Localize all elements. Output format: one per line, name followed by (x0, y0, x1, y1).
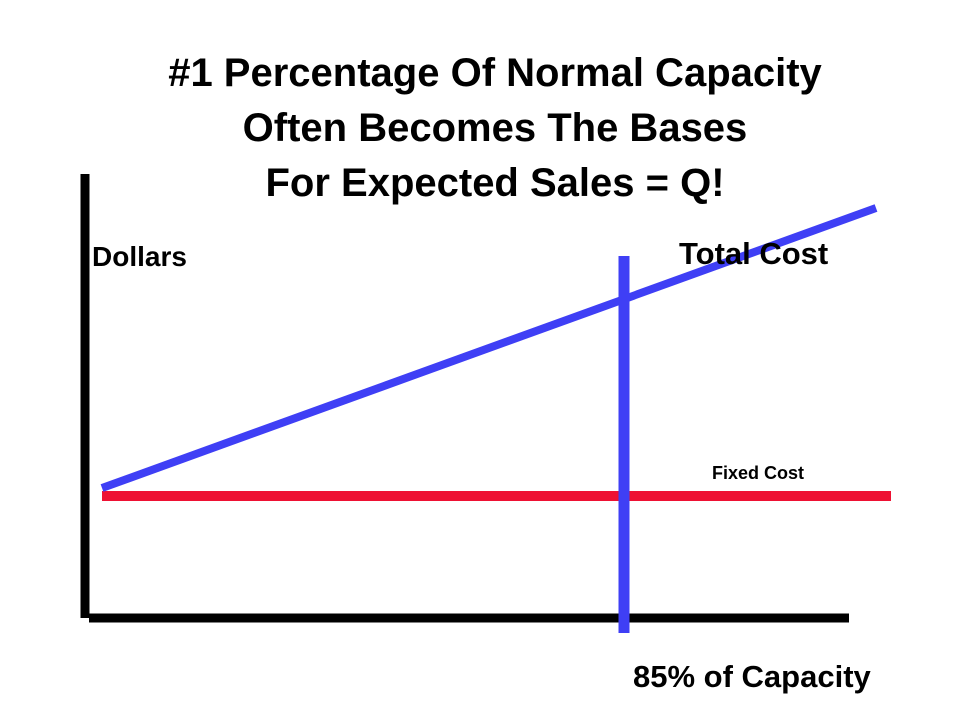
fixed-cost-label: Fixed Cost (712, 463, 805, 483)
title-line-2: Often Becomes The Bases (242, 106, 748, 150)
title-line-1: #1 Percentage Of Normal Capacity (168, 51, 822, 95)
total-cost-label: Total Cost (679, 236, 829, 271)
x-axis-label: 85% of Capacity (633, 659, 871, 694)
slide-title: #1 Percentage Of Normal Capacity Often B… (0, 46, 960, 211)
y-axis-label: Dollars (92, 241, 187, 272)
title-line-3: For Expected Sales = Q! (265, 161, 725, 205)
total-cost-line (100, 204, 878, 492)
